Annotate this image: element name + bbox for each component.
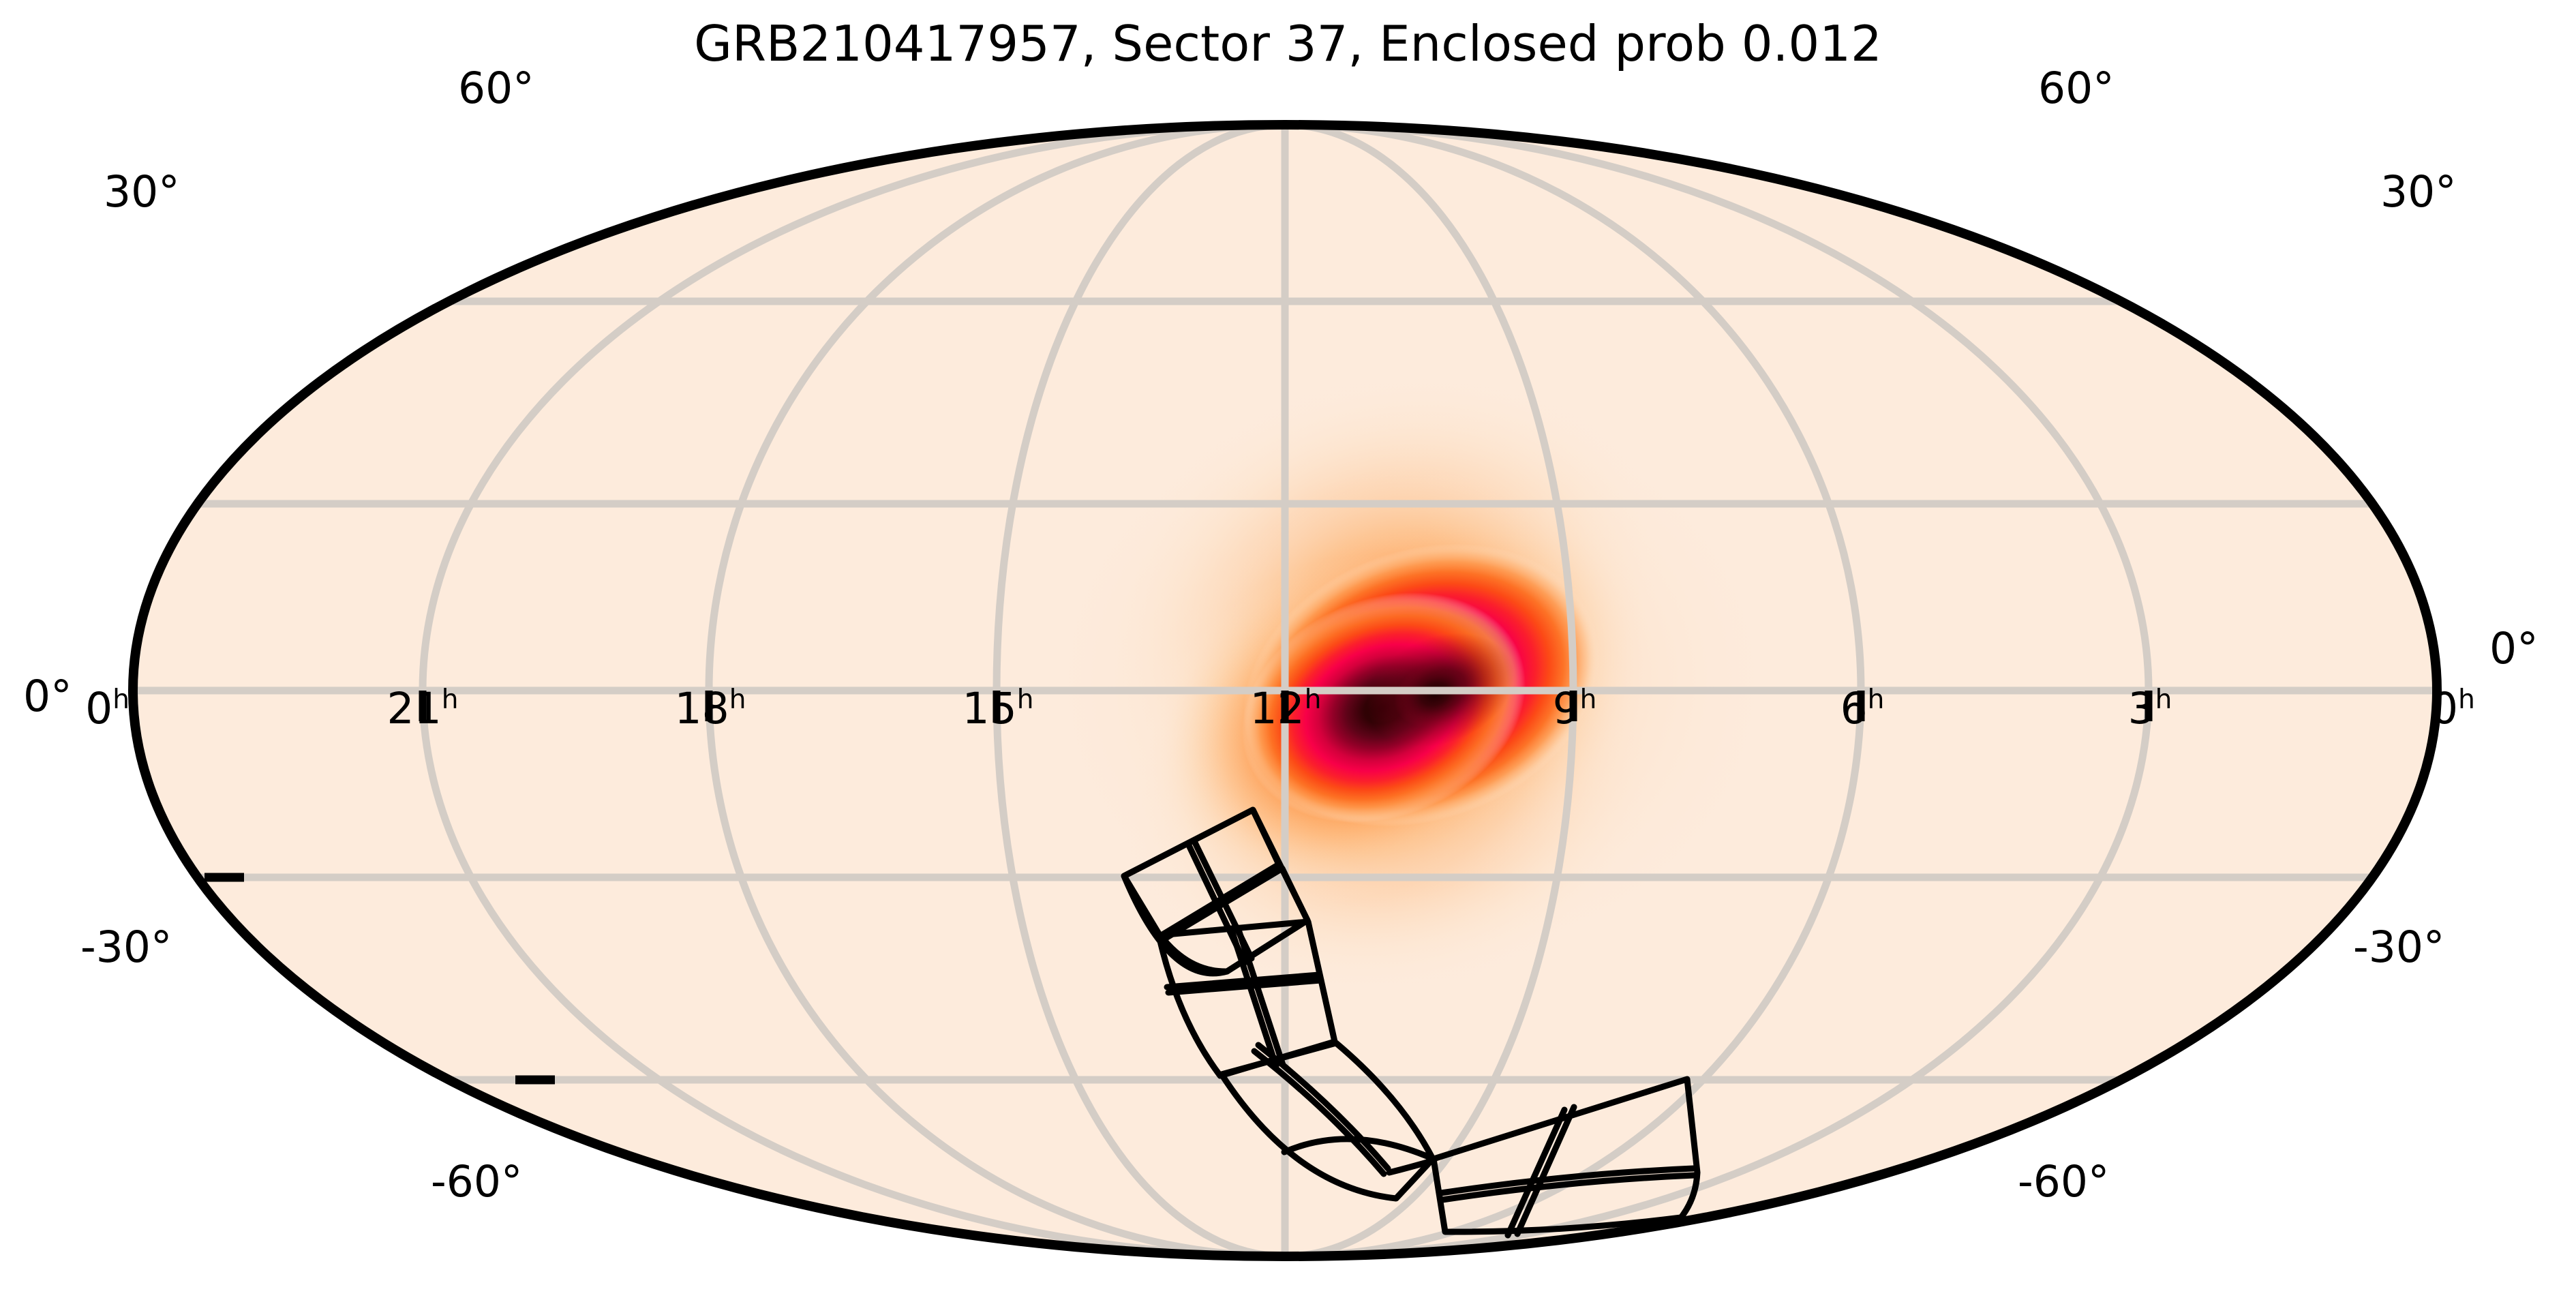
dec-tick-label-left-30: 30°: [104, 167, 180, 217]
tess-camera-2-outline: [1218, 1040, 1436, 1202]
tess-sector-footprint: [1121, 806, 1701, 1239]
ra-tick-label-9h: 9h: [1552, 684, 1597, 734]
sky-outline-ellipse: [128, 120, 2442, 1261]
tess-camera-1-outline: [1430, 1076, 1701, 1235]
localization-probability-heatmap: [1029, 368, 1793, 999]
ra-tick-label-0h-left: 0h: [85, 684, 130, 734]
ra-tick-label-3h: 3h: [2127, 684, 2172, 734]
dec-tick-label-left-m60: -60°: [431, 1157, 523, 1207]
tess-camera-seam-2-1: [1386, 1157, 1438, 1176]
tess-camera-4-ccd-b: [1160, 865, 1311, 975]
tess-camera-1-ccd-h: [1438, 1165, 1697, 1196]
dec-tick-label-left-m30: -30°: [80, 922, 172, 972]
tess-camera-2-ccd-h: [1255, 1042, 1391, 1172]
tess-camera-3-ccd-h: [1164, 971, 1322, 991]
ra-tick-label-0h-right: 0h: [2431, 684, 2475, 734]
tess-camera-3-ccd-gap-v: [1228, 925, 1279, 1070]
dec-tick-label-left-0: 0°: [23, 671, 72, 721]
tess-camera-2-ccd-h2: [1251, 1048, 1387, 1177]
tess-camera-3-ccd-h2: [1165, 977, 1324, 996]
ra-tick-label-6h: 6h: [1840, 684, 1885, 734]
ra-tick-label-18h: 18h: [674, 684, 746, 734]
ra-tick-marks: [419, 691, 2153, 721]
dec-tick-label-right-m60: -60°: [2018, 1157, 2110, 1207]
tess-camera-2-ccd-v: [1281, 1136, 1434, 1161]
dec-tick-label-right-m30: -30°: [2353, 922, 2445, 972]
page-title: GRB210417957, Sector 37, Enclosed prob 0…: [694, 15, 1882, 72]
tess-camera-1: [1430, 1076, 1701, 1239]
tess-camera-4-ccd-a: [1121, 806, 1282, 939]
dec-tick-marks: [204, 873, 555, 1085]
tess-camera-1-ccd-v2: [1514, 1104, 1577, 1237]
dec-tick-label-right-0: 0°: [2489, 624, 2539, 674]
tess-camera-3-ccd-gap-v2: [1234, 924, 1286, 1068]
dec-tick-label-right-30: 30°: [2380, 167, 2457, 217]
dec-tick-label-right-60: 60°: [2038, 63, 2115, 113]
ra-tick-label-12h: 12h: [1249, 684, 1322, 734]
dec-tick-label-left-60: 60°: [458, 63, 534, 113]
ra-tick-label-21h: 21h: [387, 684, 459, 734]
tess-camera-1-ccd-v: [1504, 1106, 1568, 1239]
ra-tick-label-15h: 15h: [962, 684, 1034, 734]
tess-camera-2: [1218, 1040, 1436, 1202]
tess-camera-1-ccd-h2: [1439, 1172, 1698, 1203]
